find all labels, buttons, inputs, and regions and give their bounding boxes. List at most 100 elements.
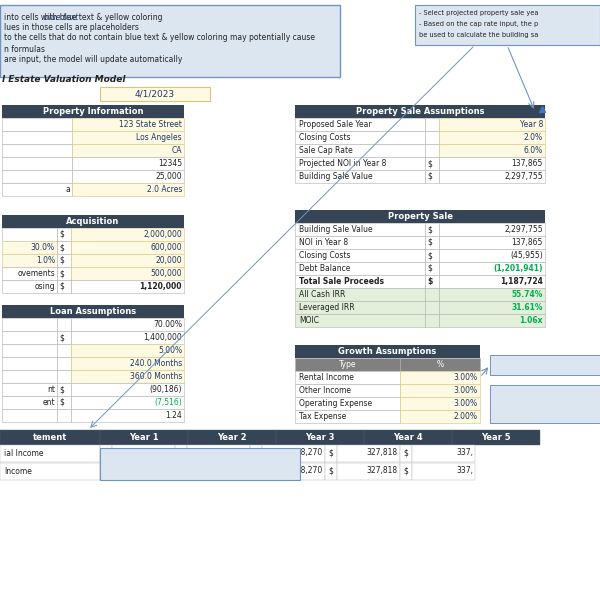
Bar xyxy=(295,131,425,144)
Text: 360.0 Months: 360.0 Months xyxy=(130,372,182,381)
Text: Year 2: Year 2 xyxy=(217,433,247,442)
Bar xyxy=(439,157,545,170)
Bar xyxy=(2,267,57,280)
Text: 30.0%: 30.0% xyxy=(31,243,55,252)
Bar xyxy=(295,236,425,249)
Text: Property Sale Assumptions: Property Sale Assumptions xyxy=(356,107,484,116)
Bar xyxy=(71,357,184,370)
Bar xyxy=(188,430,276,445)
Bar xyxy=(57,370,71,383)
Bar xyxy=(187,445,250,462)
Text: (1,201,941): (1,201,941) xyxy=(493,264,543,273)
Bar xyxy=(295,301,425,314)
Bar xyxy=(2,144,72,157)
Bar xyxy=(72,131,184,144)
Bar xyxy=(2,305,184,318)
Text: - Based on the cap rate input, the p: - Based on the cap rate input, the p xyxy=(419,21,538,27)
Text: 3.00%: 3.00% xyxy=(454,399,478,408)
Text: Closing Costs: Closing Costs xyxy=(299,133,350,142)
Text: Building Sale Value: Building Sale Value xyxy=(299,225,373,234)
Bar xyxy=(0,430,100,445)
Text: 3.00%: 3.00% xyxy=(454,373,478,382)
Text: be used to calculate the building sa: be used to calculate the building sa xyxy=(419,32,538,38)
Text: $: $ xyxy=(59,398,64,407)
Text: into cells with blue text & yellow coloring: into cells with blue text & yellow color… xyxy=(4,13,163,22)
Text: a: a xyxy=(65,185,70,194)
Bar xyxy=(425,301,439,314)
Text: - Change t: - Change t xyxy=(494,403,530,409)
Bar xyxy=(57,344,71,357)
Bar xyxy=(262,463,325,480)
Text: 3.00%: 3.00% xyxy=(454,386,478,395)
Text: $: $ xyxy=(253,467,258,475)
Text: to the cells that do not contain blue text & yellow coloring may potentially cau: to the cells that do not contain blue te… xyxy=(4,34,315,43)
Text: 240.0 Months: 240.0 Months xyxy=(130,359,182,368)
Text: $: $ xyxy=(403,449,408,457)
Bar xyxy=(72,118,184,131)
Text: tement: tement xyxy=(33,433,67,442)
Bar xyxy=(262,445,325,462)
Text: NOI in Year 8: NOI in Year 8 xyxy=(299,238,348,247)
Text: 337,: 337, xyxy=(456,449,473,457)
Text: Operating Expense: Operating Expense xyxy=(299,399,372,408)
Text: 137,865: 137,865 xyxy=(512,238,543,247)
Text: n formulas: n formulas xyxy=(4,46,45,55)
Text: 500,000: 500,000 xyxy=(151,269,182,278)
Bar xyxy=(295,371,400,384)
Bar xyxy=(295,275,425,288)
Bar xyxy=(2,215,184,228)
Bar xyxy=(57,254,71,267)
Text: - Select projected property sale yea: - Select projected property sale yea xyxy=(419,10,539,16)
Text: Loan Assumptions: Loan Assumptions xyxy=(50,307,136,316)
Bar xyxy=(2,280,57,293)
Text: 70.00%: 70.00% xyxy=(153,320,182,329)
Bar xyxy=(2,228,57,241)
Bar xyxy=(2,344,57,357)
Text: nt: nt xyxy=(47,385,55,394)
Bar xyxy=(72,157,184,170)
Text: 600,000: 600,000 xyxy=(151,243,182,252)
Bar xyxy=(0,5,340,77)
Bar xyxy=(412,463,475,480)
Text: $: $ xyxy=(427,251,432,260)
Bar xyxy=(490,385,600,423)
Bar xyxy=(57,357,71,370)
Bar xyxy=(439,249,545,262)
Text: 300,000: 300,000 xyxy=(142,467,173,475)
Bar xyxy=(425,314,439,327)
Text: MOIC: MOIC xyxy=(299,316,319,325)
Bar xyxy=(425,131,439,144)
Bar xyxy=(72,170,184,183)
Text: All Cash IRR: All Cash IRR xyxy=(299,290,346,299)
Bar xyxy=(295,118,425,131)
Bar xyxy=(57,267,71,280)
Bar xyxy=(425,262,439,275)
Bar xyxy=(295,144,425,157)
Bar xyxy=(295,345,480,358)
Text: (45,955): (45,955) xyxy=(510,251,543,260)
Text: 123 State Street: 123 State Street xyxy=(119,120,182,129)
Text: ent: ent xyxy=(43,398,55,407)
Text: Year 5: Year 5 xyxy=(481,433,511,442)
Bar xyxy=(439,144,545,157)
Bar xyxy=(2,318,57,331)
Bar xyxy=(2,118,72,131)
Bar xyxy=(57,228,71,241)
Bar xyxy=(415,5,600,45)
Bar xyxy=(112,445,175,462)
Text: l Estate Valuation Model: l Estate Valuation Model xyxy=(2,76,125,85)
Bar xyxy=(295,157,425,170)
Bar xyxy=(250,463,262,480)
Bar xyxy=(2,105,184,118)
Text: $: $ xyxy=(253,449,258,457)
Text: 309,000: 309,000 xyxy=(217,449,248,457)
Bar xyxy=(439,288,545,301)
Text: Tax Expense: Tax Expense xyxy=(299,412,346,421)
Text: $: $ xyxy=(103,467,108,475)
Bar xyxy=(71,280,184,293)
Bar xyxy=(439,170,545,183)
Text: Closing Costs: Closing Costs xyxy=(299,251,350,260)
Text: $: $ xyxy=(427,238,432,247)
Bar xyxy=(2,131,72,144)
Bar xyxy=(295,384,400,397)
